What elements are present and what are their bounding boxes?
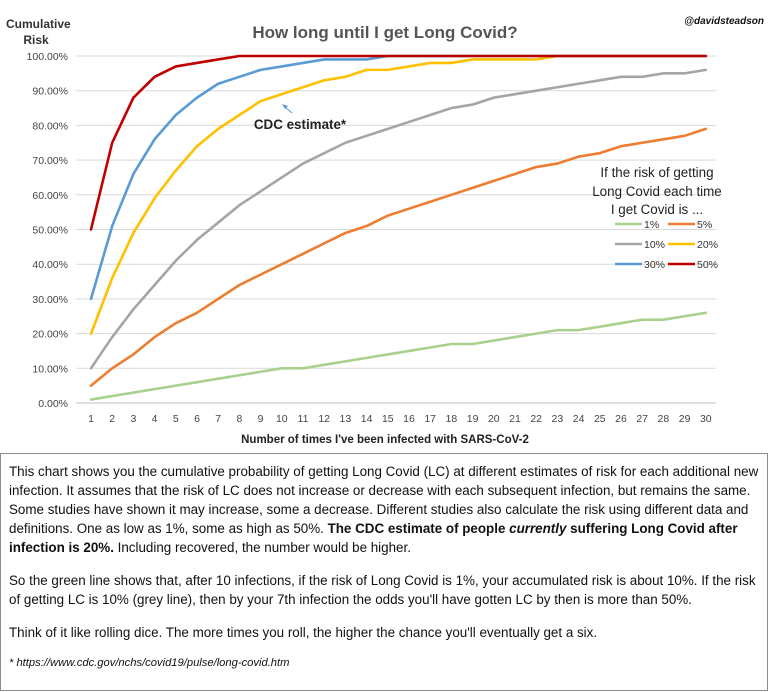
x-tick-label: 6: [194, 413, 200, 425]
gridlines: [76, 55, 716, 404]
x-tick-label: 24: [573, 413, 585, 425]
para1-text: This chart shows you the cumulative prob…: [9, 464, 759, 536]
source-link: * https://www.cdc.gov/nchs/covid19/pulse…: [9, 657, 290, 669]
cdc-annotation: CDC estimate*: [254, 117, 347, 132]
x-tick-label: 30: [700, 413, 712, 425]
series-lines: [89, 54, 708, 401]
para1-tail: Including recovered, the number would be…: [113, 540, 411, 555]
line-chart: How long until I get Long Covid? 0.00%10…: [27, 23, 718, 446]
legend: 1% 5% 10% 20% 30% 50%: [615, 219, 718, 271]
x-tick-label: 11: [298, 413, 309, 425]
x-tick-label: 26: [615, 413, 627, 425]
para1-bold-b: suffering Long Covid after infection is …: [9, 521, 738, 555]
explanation-box: This chart shows you the cumulative prob…: [0, 453, 768, 691]
legend-label: 1%: [644, 219, 659, 231]
x-tick-label: 29: [679, 413, 691, 425]
y-tick-labels: 0.00% 10.00% 20.00% 30.00% 40.00% 50.00% 60.00…: [27, 51, 68, 410]
x-tick-label: 28: [658, 413, 670, 425]
legend-label: 10%: [644, 239, 665, 251]
y-tick-label: 0.00%: [38, 398, 68, 410]
x-tick-label: 7: [215, 413, 221, 425]
y-axis-title-line2: Risk: [23, 33, 49, 47]
legend-label: 20%: [697, 239, 718, 251]
x-tick-label: 21: [509, 413, 521, 425]
y-tick-label: 20.00%: [32, 329, 68, 341]
x-tick-label: 17: [424, 413, 436, 425]
x-tick-label: 25: [594, 413, 606, 425]
x-tick-label: 13: [340, 413, 352, 425]
x-tick-label: 12: [318, 413, 330, 425]
x-tick-label: 5: [173, 413, 179, 425]
y-axis-title: Cumulative Risk: [6, 16, 71, 48]
x-tick-label: 27: [636, 413, 648, 425]
y-tick-label: 70.00%: [32, 155, 68, 167]
x-tick-label: 3: [130, 413, 136, 425]
y-tick-label: 90.00%: [32, 86, 68, 98]
para1-bold: The CDC estimate of people currently suf…: [9, 521, 738, 555]
para1-bold-a: The CDC estimate of people: [327, 521, 510, 536]
legend-title-line1: If the risk of getting: [600, 165, 714, 180]
series-line-10pct: [89, 68, 708, 370]
chart-title: How long until I get Long Covid?: [252, 23, 517, 42]
y-axis-title-line1: Cumulative: [6, 17, 71, 31]
legend-label: 5%: [697, 219, 712, 231]
explanation-paragraph-3: Think of it like rolling dice. The more …: [9, 625, 598, 640]
explanation-paragraph-1: This chart shows you the cumulative prob…: [9, 462, 759, 557]
author-handle: @davidsteadson: [684, 16, 764, 27]
x-tick-label: 1: [88, 413, 94, 425]
y-tick-label: 80.00%: [32, 120, 68, 132]
legend-label: 30%: [644, 259, 665, 271]
x-tick-label: 4: [152, 413, 158, 425]
x-tick-label: 18: [446, 413, 458, 425]
y-tick-label: 60.00%: [32, 190, 68, 202]
series-line-1pct: [89, 311, 708, 401]
cdc-annotation-arrow: [282, 104, 293, 114]
x-tick-label: 14: [361, 413, 373, 425]
x-tick-label: 10: [276, 413, 288, 425]
legend-title: If the risk of getting Long Covid each t…: [582, 164, 732, 220]
explanation-paragraph-2: So the green line shows that, after 10 i…: [9, 573, 756, 607]
y-tick-label: 10.00%: [32, 363, 68, 375]
x-tick-label: 9: [258, 413, 264, 425]
x-tick-label: 2: [109, 413, 115, 425]
x-tick-label: 19: [467, 413, 479, 425]
x-tick-label: 16: [403, 413, 415, 425]
y-tick-label: 100.00%: [27, 51, 68, 63]
x-tick-label: 8: [236, 413, 242, 425]
y-tick-label: 40.00%: [32, 259, 68, 271]
para1-bold-italic: currently: [509, 521, 567, 536]
x-tick-label: 20: [488, 413, 500, 425]
legend-title-line3: I get Covid is ...: [610, 202, 704, 217]
x-tick-label: 22: [530, 413, 542, 425]
x-tick-label: 15: [382, 413, 394, 425]
series-line-50pct: [89, 54, 708, 231]
x-tick-labels: 1 2 3 4 5 6 7 8 9 10 11 12 13 14 15 16 17 18 19 20 21 22 23 24 2…: [88, 413, 712, 425]
series-line-5pct: [89, 127, 708, 387]
x-tick-label: 23: [552, 413, 564, 425]
legend-title-line2: Long Covid each time: [592, 183, 722, 199]
x-axis-title: Number of times I've been infected with …: [241, 434, 529, 446]
y-tick-label: 30.00%: [32, 294, 68, 306]
y-tick-label: 50.00%: [32, 225, 68, 237]
legend-label: 50%: [697, 259, 718, 271]
